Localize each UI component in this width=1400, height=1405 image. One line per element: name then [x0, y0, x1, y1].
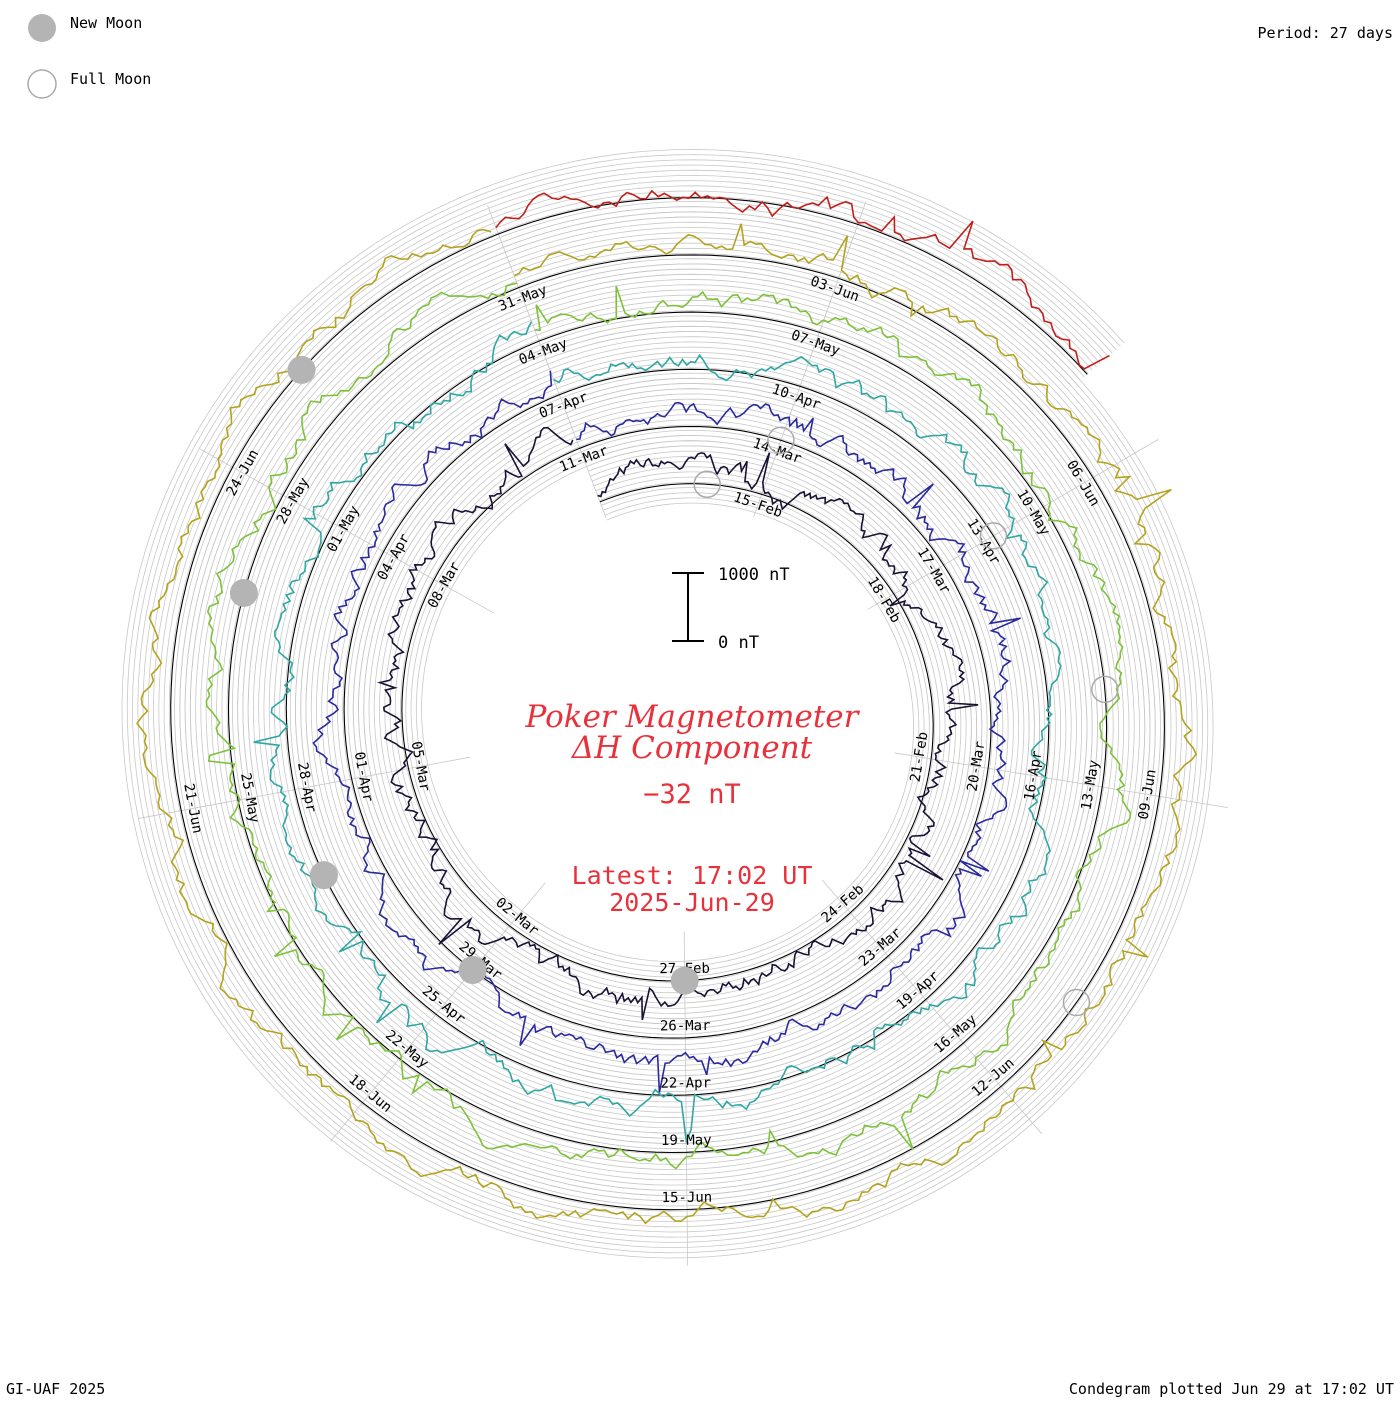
period-label: Period: 27 days	[1258, 24, 1393, 42]
date-label: 15-Jun	[662, 1190, 713, 1207]
grid-spoke	[199, 448, 495, 614]
date-label: 25-May	[237, 772, 262, 825]
credit-label: GI-UAF 2025	[6, 1380, 105, 1398]
grid-spoke	[894, 752, 1228, 809]
full-moon-marker	[1062, 988, 1091, 1017]
grid-ring	[147, 174, 1188, 1233]
grid-spoke	[487, 205, 607, 519]
trace-cycle-31-May	[136, 223, 1198, 1225]
grid-ring	[163, 190, 1172, 1217]
title-block: Poker Magnetometer ΔH Component −32 nT L…	[525, 699, 861, 917]
date-label: 31-May	[496, 282, 549, 315]
new-moon-marker	[229, 578, 258, 607]
new-moon-marker	[670, 966, 699, 995]
grid-ring	[168, 195, 1167, 1212]
date-label: 19-May	[661, 1132, 712, 1149]
trace-cycle-11-Mar	[312, 370, 1021, 1093]
new-moon-marker	[309, 861, 338, 890]
grid-ring	[121, 148, 1214, 1259]
full-moon-marker	[979, 522, 1008, 550]
scale-bar-bottom-label: 0 nT	[718, 633, 759, 653]
trace-cycle-07-Apr	[253, 321, 1062, 1145]
latest-date: 2025-Jun-29	[609, 888, 775, 917]
full-moon-legend-label: Full Moon	[70, 70, 151, 88]
trace-cycle-12-Feb	[376, 426, 979, 1021]
grid-ring	[132, 159, 1204, 1249]
chart-subtitle: ΔH Component	[571, 730, 813, 766]
grid-ring	[174, 200, 1161, 1207]
date-label: 22-May	[382, 1027, 431, 1071]
date-label: 28-Apr	[294, 761, 319, 814]
full-moon-legend-icon	[27, 69, 57, 99]
grid-spoke	[753, 201, 867, 517]
full-moon-marker	[767, 426, 795, 455]
trace-cycle-24-Jun	[495, 189, 1110, 370]
grid-layer	[121, 148, 1228, 1266]
grid-ring	[137, 164, 1198, 1243]
full-moon-marker	[1091, 675, 1119, 704]
trace-layer	[136, 189, 1198, 1225]
grid-spoke	[138, 756, 471, 819]
date-label: 04-May	[517, 336, 570, 369]
date-label: 02-Mar	[492, 895, 541, 939]
new-moon-legend-label: New Moon	[70, 14, 142, 32]
date-label: 15-Feb	[731, 489, 784, 521]
date-label: 07-May	[789, 327, 842, 359]
grid-ring	[158, 185, 1177, 1223]
date-label: 14-Mar	[750, 435, 803, 467]
new-moon-marker	[458, 956, 487, 985]
grid-spoke	[821, 879, 1043, 1135]
date-label: 21-Jun	[180, 782, 205, 835]
legend: New Moon Full Moon	[27, 14, 151, 99]
trace-cycle-04-May	[205, 282, 1132, 1170]
new-moon-legend-icon	[28, 14, 56, 42]
full-moon-marker	[693, 470, 721, 498]
moon-marker-layer	[229, 355, 1119, 1017]
scale-bar: 1000 nT 0 nT	[672, 565, 790, 653]
date-label: 10-Apr	[770, 381, 823, 413]
date-label: 22-Apr	[660, 1075, 711, 1092]
grid-ring	[126, 154, 1209, 1254]
scale-bar-top-label: 1000 nT	[718, 565, 790, 585]
plotted-timestamp: Condegram plotted Jun 29 at 17:02 UT	[1069, 1380, 1394, 1398]
baseline-spiral	[170, 197, 1165, 1211]
chart-title: Poker Magnetometer	[525, 699, 861, 735]
grid-ring	[142, 169, 1193, 1238]
current-value: −32 nT	[643, 779, 741, 810]
new-moon-marker	[287, 355, 316, 384]
date-label: 25-Apr	[419, 983, 468, 1027]
date-label: 26-Mar	[660, 1018, 711, 1035]
latest-time: Latest: 17:02 UT	[572, 861, 813, 890]
date-label: 18-Jun	[345, 1071, 394, 1115]
date-label: 07-Apr	[537, 389, 590, 422]
